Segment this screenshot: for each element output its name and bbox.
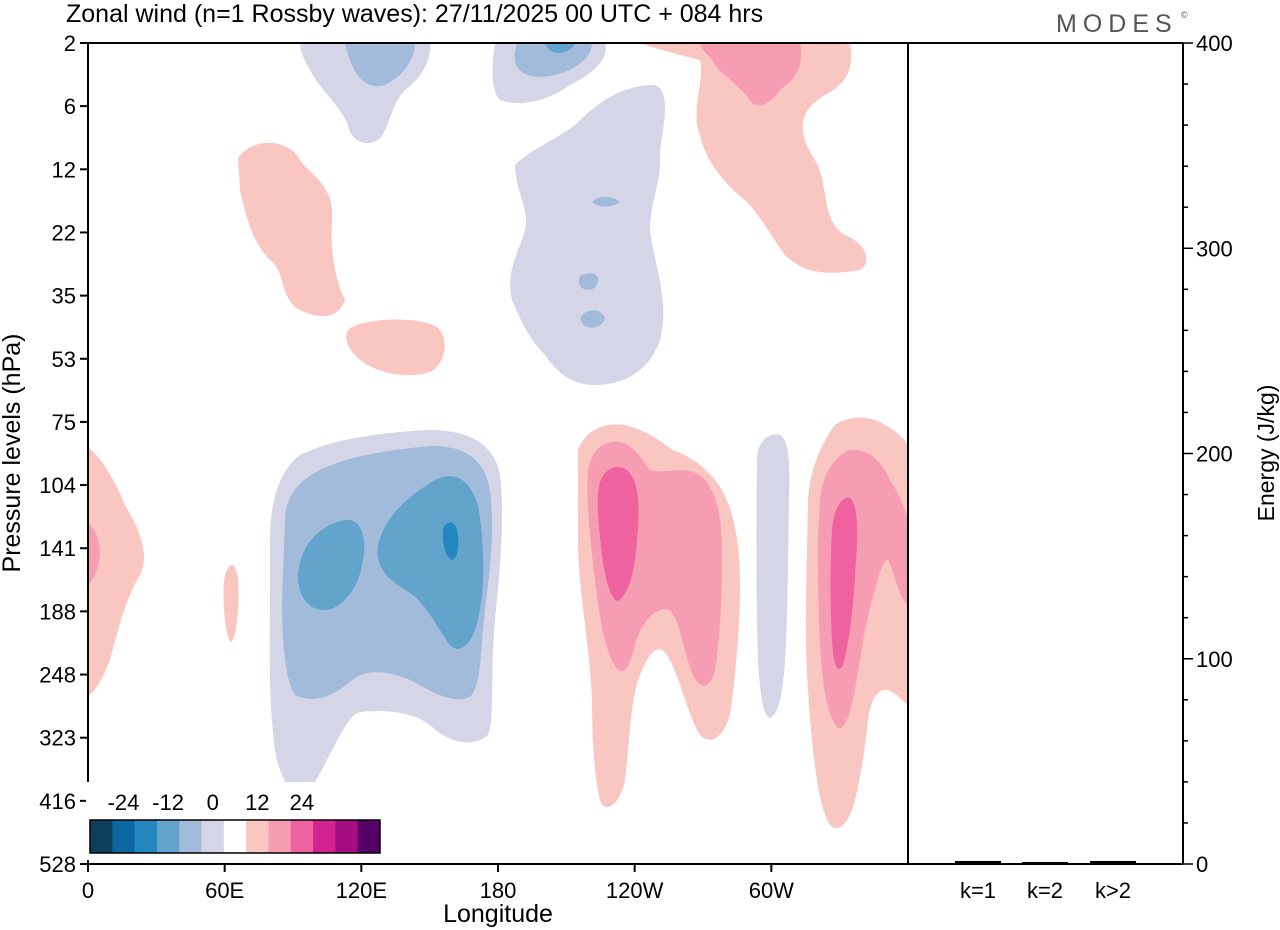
colorbar-label: 24	[290, 790, 314, 815]
pressure-axis-label: Pressure levels (hPa)	[0, 334, 26, 573]
figure-title: Zonal wind (n=1 Rossby waves): 27/11/202…	[66, 0, 763, 28]
colorbar-swatch	[134, 820, 158, 853]
energy-bar	[1022, 861, 1068, 864]
contour-neg-lower-inner	[298, 476, 484, 649]
contour-pos-left-edge-outer	[88, 448, 145, 695]
pressure-tick-label: 141	[39, 536, 76, 561]
energy-category-label: k>2	[1095, 878, 1131, 903]
colorbar-swatch	[156, 820, 180, 853]
colorbar-swatch	[90, 820, 113, 853]
longitude-tick-label: 120E	[336, 878, 387, 903]
longitude-tick-label: 60E	[205, 878, 244, 903]
contour-neg-mid-spot-3	[580, 310, 605, 328]
colorbar-swatch	[313, 820, 336, 853]
modes-logo-mark: ©	[1181, 10, 1188, 20]
colorbar-swatch	[335, 820, 359, 853]
longitude-tick-label: 180	[480, 878, 517, 903]
energy-bar	[955, 860, 1001, 864]
contour-neg-upper-1-inner	[345, 43, 415, 87]
pressure-tick-label: 2	[64, 31, 76, 56]
colorbar-label: 0	[207, 790, 219, 815]
contour-pos-upper-right-inner	[700, 43, 802, 106]
colorbar-label: -24	[108, 790, 140, 815]
pressure-tick-label: 104	[39, 473, 76, 498]
energy-tick-label: 300	[1196, 236, 1233, 261]
contour-neg-mid-spot-2	[578, 273, 598, 290]
colorbar-swatch	[179, 820, 203, 853]
pressure-tick-label: 248	[39, 663, 76, 688]
contour-pos-mid-left	[346, 319, 445, 376]
pressure-axis: 2 6 12 22 35 53 75 104 141 188 248 323 416 528	[39, 31, 88, 877]
longitude-axis-label: Longitude	[443, 900, 553, 928]
energy-axis-label: Energy (J/kg)	[1253, 385, 1279, 522]
colorbar-label: 12	[245, 790, 269, 815]
contour-neg-mid-outer	[510, 85, 665, 385]
colorbar-swatch	[112, 820, 136, 853]
colorbar-swatch	[290, 820, 314, 853]
energy-axis: 0 100 200 300 400	[1183, 31, 1233, 877]
energy-tick-label: 400	[1196, 31, 1233, 56]
contour-neg-lower-core	[442, 522, 459, 560]
colorbar-swatches	[89, 819, 381, 854]
colorbar-frame	[89, 819, 381, 854]
contour-pos-upper-left	[238, 142, 345, 316]
pressure-tick-label: 416	[39, 789, 76, 814]
pressure-tick-label: 528	[39, 852, 76, 877]
modes-logo: MODES	[1056, 10, 1178, 38]
colorbar-swatch	[201, 820, 225, 853]
contour-pos-lower-center-inner	[597, 466, 639, 601]
colorbar-swatch	[223, 820, 247, 853]
colorbar-swatch	[268, 820, 292, 853]
pressure-tick-label: 6	[64, 94, 76, 119]
energy-panel: 0 100 200 300 400 k=1 k=2 k>2 Energy (J/kg)	[908, 31, 1279, 903]
pressure-tick-label: 22	[52, 220, 76, 245]
longitude-tick-label: 0	[82, 878, 94, 903]
colorbar-labels: -24 -12 0 12 24	[108, 790, 315, 815]
contour-pos-lower-right-inner	[830, 497, 858, 669]
pressure-tick-label: 188	[39, 599, 76, 624]
colorbar-swatch	[246, 820, 269, 853]
colorbar: -24 -12 0 12 24	[86, 782, 382, 860]
pressure-tick-label: 35	[52, 284, 76, 309]
longitude-tick-label: 120W	[606, 878, 664, 903]
contour-neg-mid-spot-1	[592, 196, 620, 207]
longitude-axis: 0 60E 120E 180 120W 60W	[82, 864, 794, 903]
energy-bars	[955, 860, 1136, 864]
contour-pos-left-edge-inner	[88, 523, 100, 585]
pressure-tick-label: 12	[52, 157, 76, 182]
colorbar-label: -12	[152, 790, 184, 815]
contour-neg-slim-60w	[756, 434, 790, 718]
contour-pos-upper-right-outer	[640, 43, 867, 273]
energy-tick-label: 0	[1196, 852, 1208, 877]
energy-categories: k=1 k=2 k>2	[960, 878, 1131, 903]
pressure-tick-label: 75	[52, 410, 76, 435]
pressure-tick-label: 323	[39, 726, 76, 751]
contour-plot	[87, 42, 909, 865]
contour-neg-upper-2-core	[545, 43, 575, 53]
energy-tick-label: 100	[1196, 647, 1233, 672]
longitude-tick-label: 60W	[749, 878, 794, 903]
energy-category-label: k=2	[1027, 878, 1063, 903]
colorbar-swatch	[357, 820, 381, 853]
contour-pos-sliver-60e	[223, 565, 239, 642]
energy-category-label: k=1	[960, 878, 996, 903]
pressure-tick-label: 53	[52, 347, 76, 372]
energy-tick-label: 200	[1196, 442, 1233, 467]
energy-bar	[1090, 860, 1136, 864]
contour-neg-upper-2-inner	[514, 43, 592, 77]
